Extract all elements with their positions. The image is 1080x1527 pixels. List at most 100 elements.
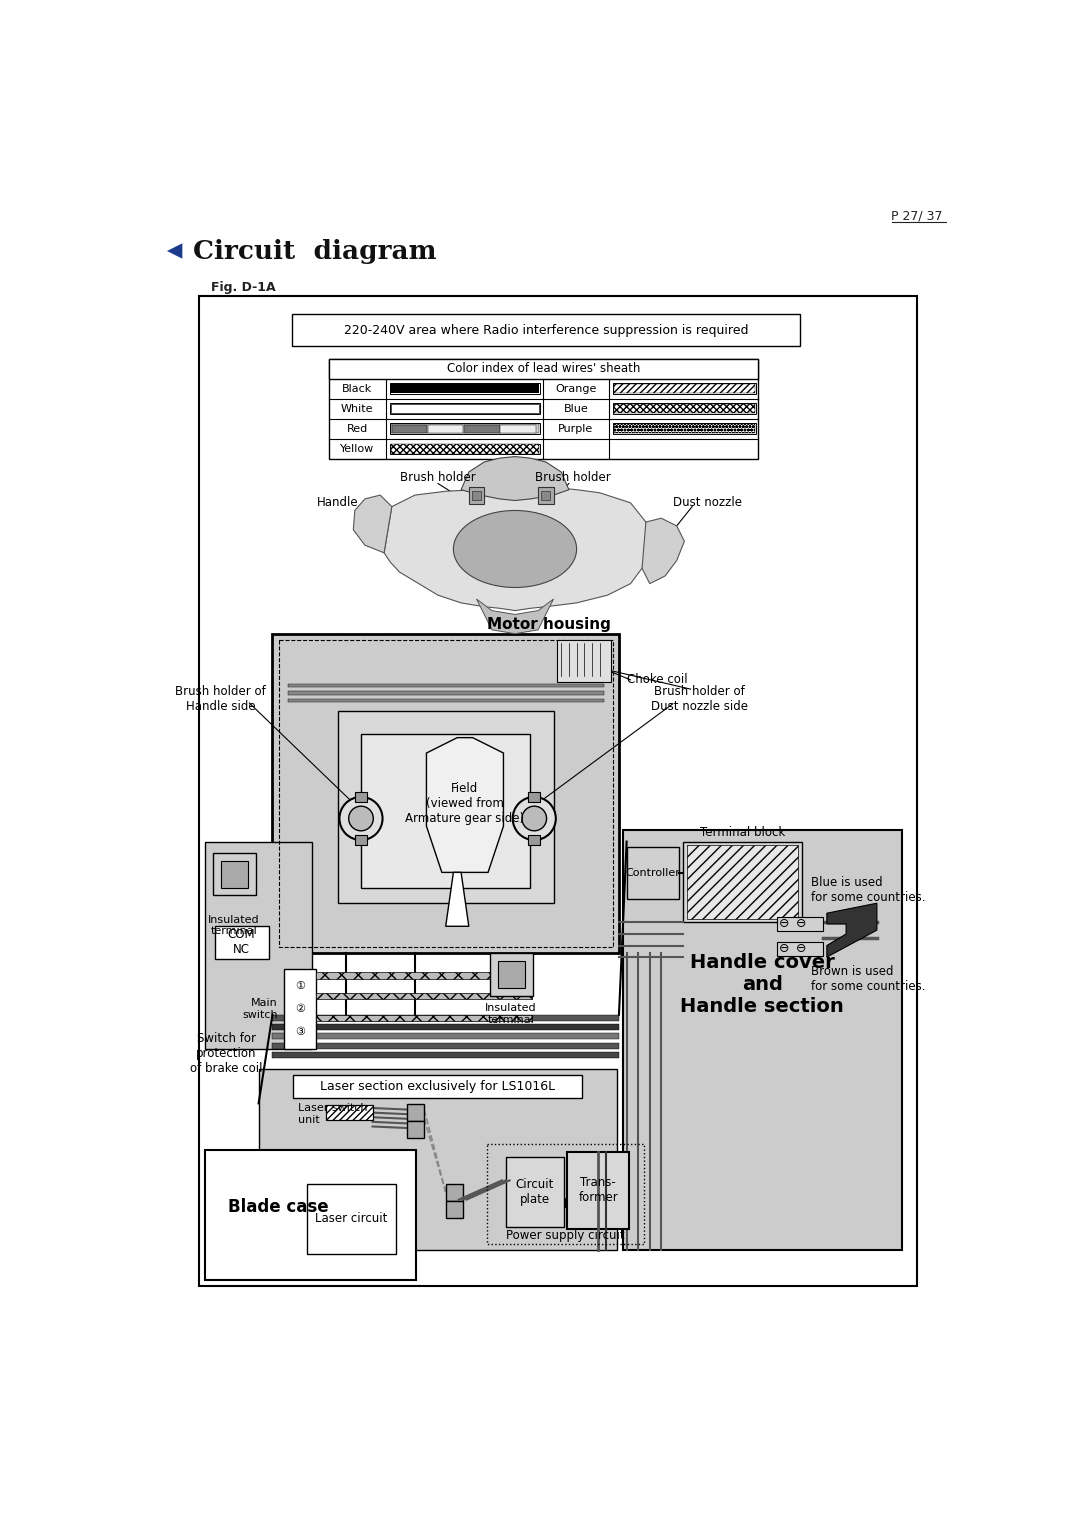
Bar [316,993,532,1000]
Text: COM
NC: COM NC [228,928,256,956]
Polygon shape [476,599,554,634]
Bar [446,1185,462,1202]
Text: ②: ② [295,1003,306,1014]
Polygon shape [642,518,685,583]
Text: Black: Black [342,383,373,394]
Text: Brush holder of
Handle side: Brush holder of Handle side [175,686,267,713]
Bar [557,640,611,683]
Text: Controller: Controller [625,869,680,878]
Bar [316,1015,532,1022]
Text: Laser switch
unit: Laser switch unit [298,1104,367,1125]
Bar [391,425,539,434]
Bar [469,487,484,504]
Text: Trans-
former: Trans- former [578,1176,618,1205]
Circle shape [513,797,556,840]
Bar [472,492,481,501]
Bar [528,835,540,846]
Text: Handle: Handle [318,496,359,510]
Text: ⊖: ⊖ [780,942,789,954]
Polygon shape [384,486,650,611]
Bar [390,403,540,414]
Bar [613,405,755,414]
Bar [284,968,316,1049]
Bar [626,847,679,899]
Bar [777,918,823,931]
Bar [292,315,800,347]
Polygon shape [167,243,183,258]
Text: Circuit
plate: Circuit plate [515,1177,554,1206]
Bar [272,1043,619,1049]
Bar [355,791,367,802]
Bar [272,634,619,953]
Polygon shape [446,872,469,927]
Bar [213,854,256,895]
Bar [528,791,540,802]
Text: White: White [341,403,374,414]
Bar [391,385,539,394]
Bar [428,425,463,432]
Bar [272,1025,619,1031]
Bar [288,699,604,702]
Bar [498,960,525,988]
Bar [326,1106,373,1121]
Text: ③: ③ [295,1026,306,1037]
Circle shape [349,806,374,831]
Text: Brush holder: Brush holder [535,470,610,484]
Bar [541,492,551,501]
Bar [567,1151,629,1229]
Bar [205,841,312,1049]
Text: Red: Red [347,425,368,434]
Bar [258,1069,617,1249]
Text: Motor housing: Motor housing [487,617,611,632]
Bar [500,425,536,432]
Text: Insulated
terminal: Insulated terminal [208,915,260,936]
Bar [623,831,902,1249]
Text: Circuit  diagram: Circuit diagram [193,238,436,264]
Text: 220-240V area where Radio interference suppression is required: 220-240V area where Radio interference s… [343,324,748,337]
Bar [328,359,758,379]
Bar [390,443,540,454]
Text: Blade case: Blade case [228,1199,328,1217]
Polygon shape [827,902,877,957]
Bar [279,640,612,947]
Text: ⊖: ⊖ [780,918,789,930]
Polygon shape [353,495,392,553]
Bar [390,423,540,434]
Text: Terminal block: Terminal block [700,826,785,838]
Text: Brush holder of
Dust nozzle side: Brush holder of Dust nozzle side [651,686,748,713]
Text: Main
switch: Main switch [242,999,278,1020]
Circle shape [522,806,546,831]
Text: Blue: Blue [564,403,589,414]
Text: Purple: Purple [558,425,593,434]
Text: ⊖: ⊖ [796,942,807,954]
Text: ⊖: ⊖ [796,918,807,930]
Bar [612,383,756,394]
Bar [490,953,532,996]
Text: Power supply circuit: Power supply circuit [507,1229,624,1241]
Text: Fig. D-1A: Fig. D-1A [211,281,275,293]
Bar [777,942,823,956]
Bar [464,425,500,432]
Bar [361,734,530,887]
Bar [307,1185,395,1254]
Text: Orange: Orange [555,383,596,394]
Bar [538,487,554,504]
Bar [220,861,247,887]
Bar [687,846,798,919]
Text: Blue is used
for some countries.: Blue is used for some countries. [811,876,926,904]
Bar [328,359,758,460]
Bar [505,1157,564,1226]
Bar [613,385,755,394]
Bar [390,383,540,394]
Text: Dust nozzle: Dust nozzle [673,496,742,510]
Text: Handle cover
and
Handle section: Handle cover and Handle section [680,953,845,1015]
Bar [205,1150,417,1281]
Text: Insulated
terminal: Insulated terminal [485,1003,537,1025]
Bar [486,1144,645,1245]
Polygon shape [461,457,569,501]
Circle shape [339,797,382,840]
Text: Laser circuit: Laser circuit [315,1212,388,1225]
Bar [446,1202,462,1219]
Text: ①: ① [295,980,306,991]
Bar [326,1106,373,1121]
